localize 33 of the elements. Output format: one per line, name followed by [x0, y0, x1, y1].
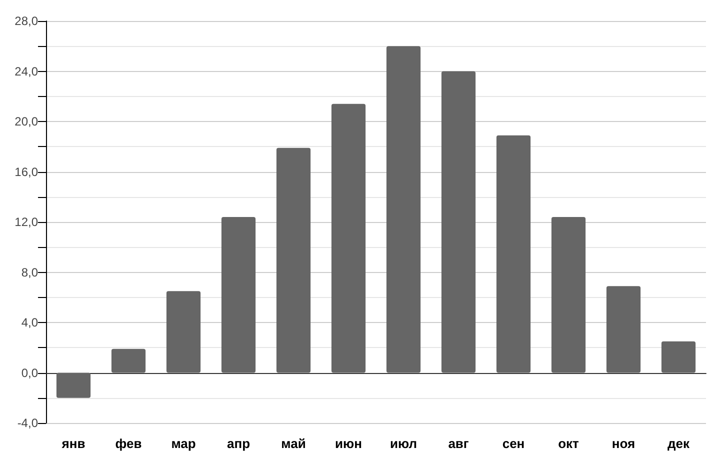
y-tick-label: 4,0 — [21, 316, 38, 330]
bar — [661, 341, 696, 373]
y-tick-label: -4,0 — [17, 416, 38, 430]
bar — [386, 46, 421, 373]
x-tick-label: июл — [390, 436, 418, 451]
x-tick-label: ноя — [612, 436, 636, 451]
x-tick-label: апр — [226, 436, 250, 451]
y-tick-label: 8,0 — [21, 265, 38, 280]
bar — [56, 372, 91, 398]
y-tick-label: 20,0 — [14, 114, 38, 128]
x-tick-label: май — [281, 436, 306, 451]
x-tick-label: июн — [335, 436, 362, 451]
bar — [551, 216, 586, 373]
bar — [276, 148, 311, 373]
bar — [606, 286, 641, 373]
y-tick-label: 12,0 — [14, 215, 38, 229]
x-tick-label: янв — [62, 436, 86, 451]
y-tick-label: 28,0 — [14, 14, 38, 28]
bar — [441, 71, 476, 373]
x-tick-label: окт — [558, 436, 579, 451]
y-tick-label: 24,0 — [14, 64, 38, 78]
bar — [496, 135, 531, 373]
bar — [331, 104, 366, 373]
y-tick-label: 16,0 — [14, 164, 38, 179]
x-tick-label: авг — [448, 436, 470, 451]
y-tick-label: 0,0 — [21, 366, 38, 380]
x-tick-label: дек — [668, 436, 690, 451]
bar — [166, 291, 201, 373]
bar — [111, 348, 146, 373]
x-tick-label: фев — [115, 436, 142, 451]
x-tick-label: мар — [171, 436, 196, 451]
bar — [221, 216, 256, 373]
x-tick-label: сен — [502, 436, 525, 451]
